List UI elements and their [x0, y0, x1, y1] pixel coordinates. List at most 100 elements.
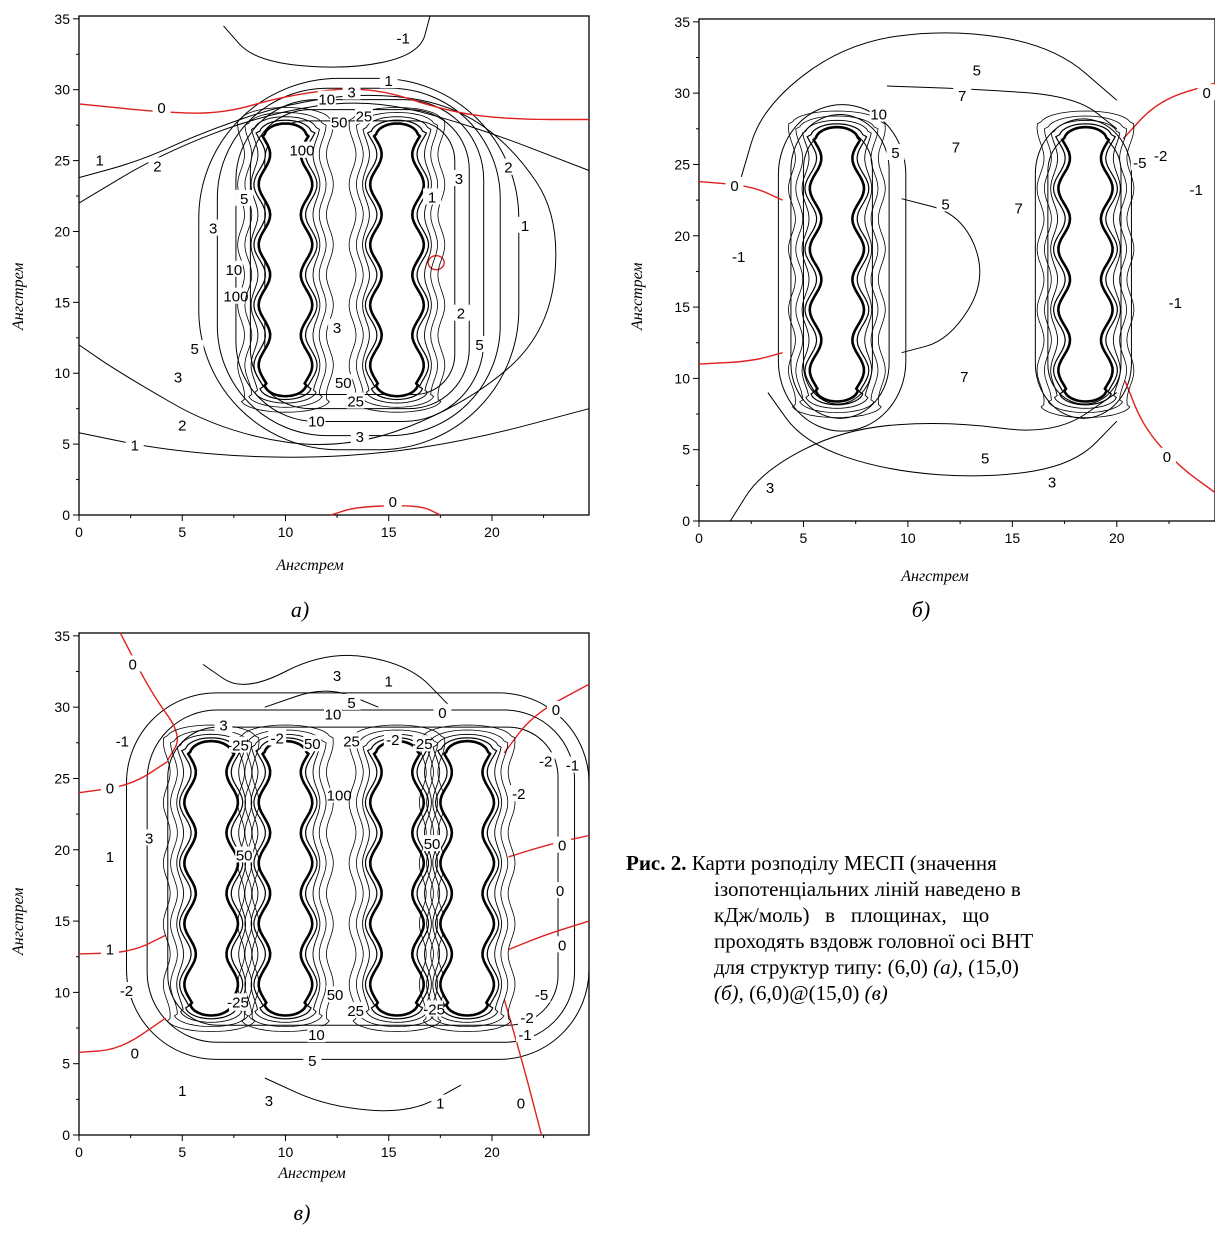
- zero-contour: [698, 180, 783, 201]
- contour-label: 0: [129, 656, 137, 673]
- contour-label-bg: [235, 189, 254, 206]
- contour-label: 0: [558, 837, 566, 854]
- y-tick-label: 5: [62, 436, 70, 452]
- contour-label: 10: [308, 1027, 325, 1044]
- contour-label: -2: [1154, 148, 1167, 165]
- contour-label-bg: [342, 732, 361, 749]
- tube-outline: [250, 116, 321, 404]
- contour-label: 3: [209, 221, 217, 238]
- contour-label-bg: [224, 260, 243, 277]
- y-axis-label-b: Ангстрем: [629, 262, 646, 330]
- x-tick-label: 0: [695, 530, 703, 546]
- contour-label: 7: [958, 88, 966, 105]
- contour-label-bg: [515, 216, 534, 233]
- contour-label-bg: [346, 392, 365, 409]
- contour-label: 3: [265, 1093, 273, 1110]
- contour-label: 1: [436, 1096, 444, 1113]
- contour-line: [198, 77, 520, 451]
- contour-label: 5: [475, 337, 483, 354]
- contour-label: 1: [95, 153, 103, 170]
- plot-frame: [698, 18, 1215, 522]
- contour-label-bg: [729, 248, 748, 265]
- figure-caption: Рис. 2. Карти розподілу МЕСП (значення і…: [626, 850, 1211, 1006]
- contour-label: 0: [106, 780, 114, 797]
- x-tick-label: 15: [1005, 530, 1021, 546]
- tube-outline: [348, 106, 446, 413]
- contour-line: [740, 32, 1118, 179]
- contour-label: 3: [145, 830, 153, 847]
- panel-a: 0 5 10 15 20 0 5 10 15 20 25 30 35 -1 1 0 10 3 50 25 100 1 2 2 3…: [0, 0, 600, 630]
- contour-label-bg: [307, 1026, 326, 1043]
- contour-label-bg: [169, 368, 188, 385]
- contour-label: 1: [106, 942, 114, 959]
- contour-label-bg: [563, 756, 582, 773]
- contour-label: -1: [1190, 182, 1203, 199]
- contour-label-bg: [342, 83, 361, 100]
- nanotube-4: [418, 724, 516, 1033]
- y-tick-label: 30: [54, 82, 70, 98]
- contour-label: -2: [120, 983, 133, 1000]
- tube-outline: [368, 122, 426, 398]
- contour-label-bg: [532, 986, 551, 1003]
- contour-label-bg: [123, 655, 142, 672]
- contour-label-bg: [328, 318, 347, 335]
- plot-frame: [78, 15, 590, 516]
- contour-label-bg: [946, 138, 965, 155]
- tube-outline: [368, 739, 426, 1017]
- caption-label: Рис. 2.: [626, 851, 687, 875]
- contour-label-bg: [955, 367, 974, 384]
- contour-label-bg: [433, 703, 452, 720]
- contour-label-bg: [499, 158, 518, 175]
- contour-label-bg: [228, 993, 247, 1010]
- contour-line: [777, 104, 907, 432]
- contour-label: 0: [438, 705, 446, 722]
- tube-outline: [253, 737, 318, 1020]
- contour-label-bg: [511, 1094, 530, 1111]
- contour-label: 50: [236, 847, 253, 864]
- y-tick-label: 30: [54, 699, 70, 715]
- x-tick-label: 20: [484, 524, 500, 540]
- x-tick-label: 0: [75, 1144, 83, 1160]
- x-tick-label: 20: [484, 1144, 500, 1160]
- y-tick-label: 20: [54, 842, 70, 858]
- tube-outline: [1052, 123, 1119, 406]
- contour-label-bg: [125, 1044, 144, 1061]
- contour-line: [235, 99, 485, 422]
- contour-label-bg: [936, 195, 955, 212]
- tube-outline: [250, 733, 321, 1023]
- contour-line: [767, 392, 1118, 477]
- tube-outline: [434, 737, 500, 1020]
- caption-line-2: ізопотенціальних ліній наведено в: [714, 877, 1021, 901]
- contour-label: 3: [333, 668, 341, 685]
- contour-line: [223, 15, 431, 68]
- contour-label: -5: [535, 987, 548, 1004]
- contour-label-bg: [470, 335, 489, 352]
- contour-label-bg: [394, 29, 413, 46]
- contour-label-bg: [1009, 199, 1028, 216]
- contour-label: 5: [973, 62, 981, 79]
- tube-outline: [801, 119, 873, 409]
- contour-label: 3: [347, 85, 355, 102]
- contour-label-bg: [152, 99, 171, 116]
- contour-label-bg: [334, 374, 353, 391]
- contour-label-bg: [1043, 473, 1062, 490]
- contour-label: 3: [356, 429, 364, 446]
- contour-label: -5: [1133, 155, 1146, 172]
- y-tick-label: 0: [62, 507, 70, 523]
- tube-outline: [808, 125, 866, 403]
- y-tick-label: 10: [54, 984, 70, 1000]
- y-tick-label: 20: [54, 223, 70, 239]
- contour-label: 1: [521, 218, 529, 235]
- contour-label-bg: [307, 412, 326, 429]
- contour-label-bg: [100, 779, 119, 796]
- y-axis-label-c: Ангстрем: [10, 887, 27, 955]
- tube-outline: [432, 733, 503, 1023]
- contour-label: -1: [566, 758, 579, 775]
- contour-label-bg: [328, 666, 347, 683]
- contour-label: -1: [732, 249, 745, 266]
- contour-label-bg: [536, 752, 555, 769]
- x-tick-label: 20: [1109, 530, 1125, 546]
- panel-b: 0 5 10 15 20 0 5 10 15 20 25 30 35 5 7 0 10 5 7 -5 -2 0 -1 5 7 -1…: [615, 0, 1215, 630]
- x-axis-label-b: Ангстрем: [901, 568, 969, 585]
- contour-label: -1: [518, 1027, 531, 1044]
